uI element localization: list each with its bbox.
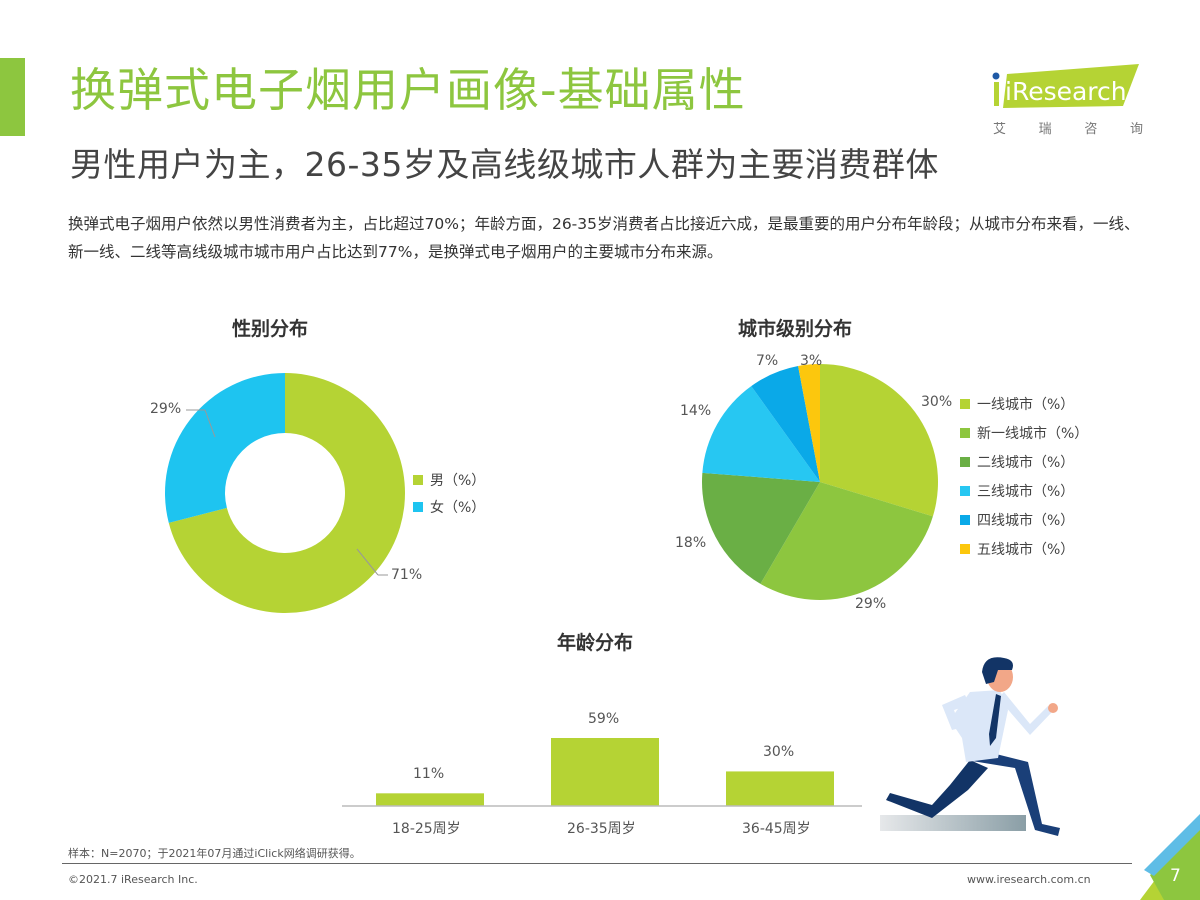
city-pie xyxy=(701,364,938,601)
legend-label: 二线城市（%） xyxy=(977,454,1075,471)
iresearch-logo: iResearch xyxy=(992,64,1139,108)
logo-char: 艾 xyxy=(993,122,1007,137)
website-link[interactable]: www.iresearch.com.cn xyxy=(967,873,1091,886)
donut-slice-female xyxy=(165,373,285,523)
legend-label: 三线城市（%） xyxy=(977,483,1075,500)
bar-category-label: 36-45周岁 xyxy=(742,821,811,837)
city-pct-tier5: 3% xyxy=(800,353,823,369)
sample-footnote: 样本：N=2070；于2021年07月通过iClick网络调研获得。 xyxy=(68,847,361,860)
legend-label: 四线城市（%） xyxy=(977,512,1075,529)
legend-label: 男（%） xyxy=(430,472,486,489)
logo-char: 咨 xyxy=(1084,122,1098,137)
city-legend: 一线城市（%） 新一线城市（%） 二线城市（%） 三线城市（%） 四线城市（%）… xyxy=(960,389,1088,563)
legend-swatch xyxy=(413,474,423,485)
legend-label: 五线城市（%） xyxy=(977,541,1075,558)
legend-swatch xyxy=(413,501,423,512)
corner-decoration xyxy=(1140,814,1200,900)
legend-item-tier2: 二线城市（%） xyxy=(960,447,1088,476)
bar-value-label: 30% xyxy=(763,744,795,760)
city-pct-newtier1: 29% xyxy=(855,596,887,612)
logo-text: iResearch xyxy=(1005,77,1127,106)
legend-swatch xyxy=(960,514,970,525)
city-pct-tier2: 18% xyxy=(675,535,707,551)
age-chart-title: 年龄分布 xyxy=(557,632,634,654)
legend-swatch xyxy=(960,427,970,438)
legend-swatch xyxy=(960,485,970,496)
gender-donut xyxy=(165,373,405,614)
female-pct-label: 29% xyxy=(150,401,182,417)
legend-item-tier5: 五线城市（%） xyxy=(960,534,1088,563)
age-bar xyxy=(551,738,659,806)
bar-value-label: 11% xyxy=(413,766,445,782)
gender-chart-title: 性别分布 xyxy=(232,318,309,340)
pie-slice xyxy=(701,472,820,584)
copyright-text: ©2021.7 iResearch Inc. xyxy=(68,873,198,886)
pie-slice xyxy=(751,366,820,482)
city-pct-tier4: 7% xyxy=(756,353,779,369)
city-pct-tier3: 14% xyxy=(680,403,712,419)
running-man-illustration xyxy=(880,657,1060,836)
legend-item-male: 男（%） xyxy=(413,466,485,493)
bar-category-label: 18-25周岁 xyxy=(392,821,461,837)
page-number: 7 xyxy=(1170,866,1181,886)
male-pct-label: 71% xyxy=(391,567,423,583)
pie-slice xyxy=(702,386,820,482)
leader-line xyxy=(356,548,379,576)
legend-item-tier1: 一线城市（%） xyxy=(960,389,1088,418)
legend-label: 女（%） xyxy=(430,499,486,516)
legend-swatch xyxy=(960,456,970,467)
pie-slice xyxy=(820,364,938,517)
legend-label: 新一线城市（%） xyxy=(977,425,1089,442)
city-chart-title: 城市级别分布 xyxy=(738,318,853,340)
page-subtitle: 男性用户为主，26-35岁及高线级城市人群为主要消费群体 xyxy=(70,145,939,184)
logo-chinese-name: 艾 瑞 咨 询 xyxy=(993,118,1143,137)
legend-label: 一线城市（%） xyxy=(977,396,1075,413)
age-bar xyxy=(376,793,484,806)
city-pct-tier1: 30% xyxy=(921,394,953,410)
donut-slice-male xyxy=(168,373,405,614)
legend-swatch xyxy=(960,543,970,554)
pie-slice xyxy=(798,364,820,482)
legend-swatch xyxy=(960,398,970,409)
title-accent-bar xyxy=(0,58,25,136)
gender-legend: 男（%） 女（%） xyxy=(413,466,485,520)
bar-value-label: 59% xyxy=(588,711,620,727)
legend-item-newtier1: 新一线城市（%） xyxy=(960,418,1088,447)
description-paragraph: 换弹式电子烟用户依然以男性消费者为主，占比超过70%；年龄方面，26-35岁消费… xyxy=(68,215,1140,261)
bar-category-label: 26-35周岁 xyxy=(567,821,636,837)
page-title: 换弹式电子烟用户画像-基础属性 xyxy=(70,63,746,117)
age-bar xyxy=(726,771,834,806)
logo-char: 瑞 xyxy=(1038,122,1052,137)
legend-item-tier4: 四线城市（%） xyxy=(960,505,1088,534)
legend-item-tier3: 三线城市（%） xyxy=(960,476,1088,505)
leader-line xyxy=(204,409,216,438)
footer-divider xyxy=(62,863,1132,864)
pie-slice xyxy=(760,482,933,601)
legend-item-female: 女（%） xyxy=(413,493,485,520)
logo-char: 询 xyxy=(1129,122,1143,137)
